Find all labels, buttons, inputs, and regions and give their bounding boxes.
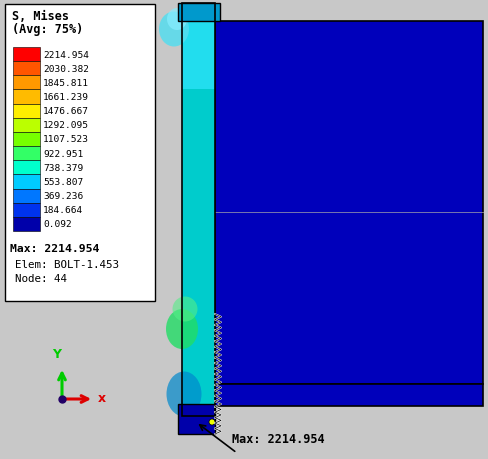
Text: Node: 44: Node: 44 [15, 274, 67, 283]
Bar [182, 4, 215, 416]
Ellipse shape [167, 9, 187, 31]
Text: 1476.667: 1476.667 [43, 107, 89, 116]
Text: 922.951: 922.951 [43, 149, 83, 158]
Bar [13, 133, 40, 147]
Text: 1292.095: 1292.095 [43, 121, 89, 130]
Bar [13, 203, 40, 218]
Text: S, Mises: S, Mises [12, 10, 69, 23]
Bar [13, 48, 40, 62]
Text: 2214.954: 2214.954 [43, 50, 89, 60]
Text: 369.236: 369.236 [43, 192, 83, 201]
Bar [182, 4, 215, 90]
Bar [215, 22, 483, 384]
Text: 1661.239: 1661.239 [43, 93, 89, 102]
Text: 184.664: 184.664 [43, 206, 83, 215]
Bar [13, 76, 40, 90]
Ellipse shape [166, 372, 202, 417]
Ellipse shape [172, 297, 198, 322]
Ellipse shape [166, 309, 198, 349]
Text: 0.092: 0.092 [43, 220, 72, 229]
Ellipse shape [209, 419, 215, 425]
Bar [13, 189, 40, 203]
Text: Y: Y [53, 347, 61, 360]
Bar [13, 161, 40, 175]
Bar [178, 4, 220, 22]
Text: 1107.523: 1107.523 [43, 135, 89, 144]
Bar [13, 218, 40, 231]
Bar [13, 90, 40, 104]
Bar [5, 5, 155, 302]
Text: Elem: BOLT-1.453: Elem: BOLT-1.453 [15, 259, 119, 269]
Text: x: x [98, 391, 106, 404]
Bar [13, 175, 40, 189]
Bar [13, 118, 40, 133]
Text: 553.807: 553.807 [43, 178, 83, 186]
Text: Max: 2214.954: Max: 2214.954 [232, 432, 325, 445]
Text: 2030.382: 2030.382 [43, 65, 89, 73]
Bar [178, 404, 215, 434]
Bar [13, 62, 40, 76]
Text: 1845.811: 1845.811 [43, 78, 89, 88]
Text: Max: 2214.954: Max: 2214.954 [10, 243, 100, 253]
Bar [13, 147, 40, 161]
Text: 738.379: 738.379 [43, 163, 83, 173]
Bar [13, 104, 40, 118]
Text: (Avg: 75%): (Avg: 75%) [12, 23, 83, 36]
Ellipse shape [159, 12, 189, 47]
Bar [182, 4, 215, 416]
Bar [215, 384, 483, 406]
